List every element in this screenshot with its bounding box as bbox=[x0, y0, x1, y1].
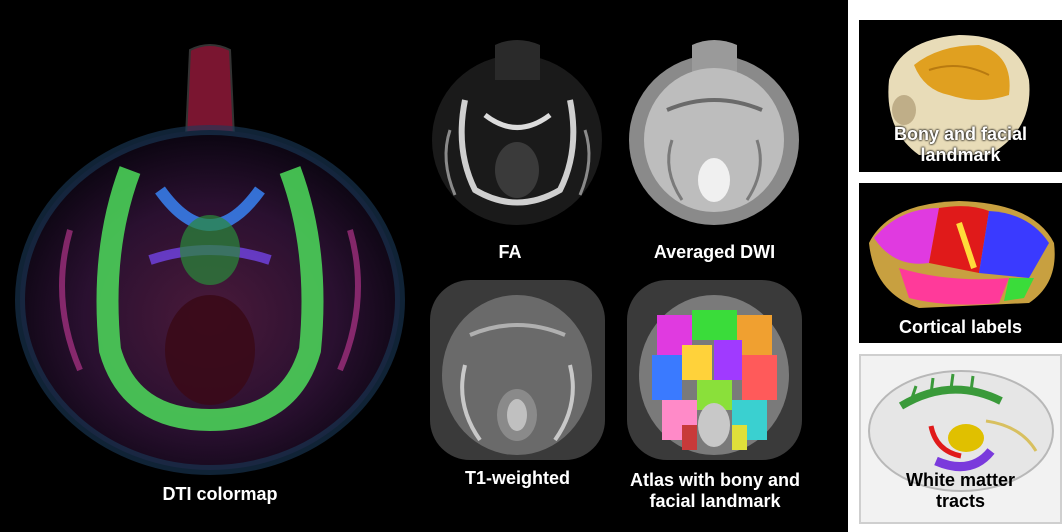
bony-landmark-panel: Bony and facial landmark bbox=[859, 20, 1062, 172]
averaged-dwi-label: Averaged DWI bbox=[653, 242, 776, 262]
white-matter-label-line2: tracts bbox=[935, 490, 986, 511]
bony-landmark-label-line1: Bony and facial bbox=[893, 124, 1028, 144]
cortical-labels-label: Cortical labels bbox=[898, 317, 1023, 337]
t1-weighted-image bbox=[430, 280, 605, 460]
atlas-image bbox=[627, 280, 802, 460]
averaged-dwi-image bbox=[629, 40, 799, 225]
bony-landmark-label: Bony and facial landmark bbox=[859, 124, 1062, 165]
cortical-labels-panel: Cortical labels bbox=[859, 183, 1062, 343]
atlas-label: Atlas with bony and facial landmark bbox=[600, 470, 830, 511]
dti-colormap-label: DTI colormap bbox=[162, 484, 278, 504]
bony-landmark-image bbox=[888, 35, 1030, 155]
white-matter-label-line1: White matter bbox=[905, 470, 1015, 490]
main-figure-panel: DTI colormap FA Averaged DWI T1-weighted bbox=[0, 0, 848, 532]
atlas-label-line1: Atlas with bony and bbox=[629, 470, 800, 490]
fa-label: FA bbox=[498, 242, 522, 262]
white-matter-tracts-image bbox=[868, 370, 1054, 492]
white-matter-label: White matter tracts bbox=[861, 470, 1060, 511]
white-matter-panel: White matter tracts bbox=[859, 354, 1062, 524]
t1-weighted-label: T1-weighted bbox=[464, 468, 570, 488]
bony-landmark-label-line2: landmark bbox=[920, 144, 1001, 165]
dti-colormap-image bbox=[15, 44, 405, 475]
fa-image bbox=[432, 40, 602, 225]
cortical-labels-image bbox=[869, 201, 1055, 308]
atlas-label-line2: facial landmark bbox=[649, 490, 781, 511]
